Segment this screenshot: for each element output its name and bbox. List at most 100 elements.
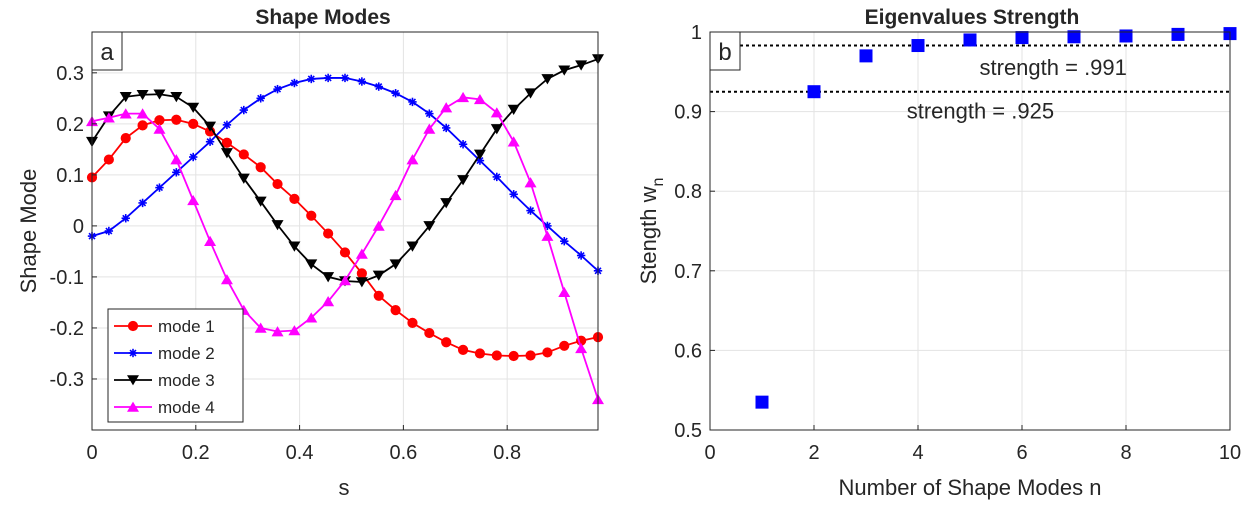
y-tick-label: 0.2 — [56, 114, 84, 136]
x-tick-label: 10 — [1219, 442, 1241, 464]
data-point — [138, 199, 146, 207]
data-point — [187, 195, 199, 205]
data-point — [206, 138, 214, 146]
panel-a-title: Shape Modes — [255, 6, 390, 29]
data-point — [170, 154, 182, 164]
x-tick-label: 0.4 — [286, 442, 314, 464]
data-point — [474, 150, 486, 160]
legend-marker — [128, 321, 137, 330]
data-point — [290, 79, 298, 87]
y-tick-label: 0 — [73, 216, 84, 238]
x-tick-label: 0.6 — [389, 442, 417, 464]
x-tick-label: 6 — [1016, 442, 1027, 464]
data-point — [408, 98, 416, 106]
series-mode-2 — [88, 74, 602, 275]
data-point — [221, 274, 233, 284]
data-point — [440, 198, 452, 208]
y-tick-label: 0.3 — [56, 63, 84, 85]
reference-line-label: strength = .991 — [980, 55, 1127, 80]
panel-a-x-axis-label: s — [339, 475, 350, 500]
data-point — [290, 194, 299, 203]
x-tick-label: 0.8 — [493, 442, 521, 464]
data-point — [1172, 28, 1185, 41]
data-point — [558, 287, 570, 297]
data-point — [138, 121, 147, 130]
panel-b-tag: b — [718, 39, 731, 66]
data-point — [155, 183, 163, 191]
data-point — [541, 231, 553, 241]
data-point — [189, 119, 198, 128]
data-point — [255, 197, 267, 207]
data-point — [526, 206, 534, 214]
data-point — [577, 251, 585, 259]
data-point — [121, 134, 130, 143]
data-point — [442, 338, 451, 347]
data-point — [459, 140, 467, 148]
data-point — [457, 175, 469, 185]
data-point — [256, 163, 265, 172]
data-point — [239, 150, 248, 159]
x-tick-label: 8 — [1120, 442, 1131, 464]
data-point — [575, 60, 587, 70]
y-tick-label: 0.8 — [674, 181, 702, 203]
data-point — [509, 190, 517, 198]
panel-a-legend: mode 1 mode 2 mode 3 mode 4 — [108, 309, 243, 422]
data-point — [155, 116, 164, 125]
legend-label: mode 4 — [158, 398, 215, 417]
y-tick-label: -0.1 — [50, 267, 84, 289]
data-point — [860, 49, 873, 62]
panel-a-chart: Shape Modes 0 0.2 0.4 0.6 0.8 -0.3 -0.2 -0.1 0 0.… — [16, 6, 604, 500]
data-point — [373, 271, 385, 281]
data-point — [105, 227, 113, 235]
data-point — [358, 77, 366, 85]
y-tick-label: 0.9 — [674, 102, 702, 124]
data-point — [406, 154, 418, 164]
data-point — [558, 65, 570, 75]
data-point — [307, 75, 315, 83]
data-point — [390, 190, 402, 200]
y-tick-label: -0.3 — [50, 369, 84, 391]
data-point — [340, 248, 349, 257]
data-point — [170, 92, 182, 102]
data-point — [324, 229, 333, 238]
data-point — [222, 138, 231, 147]
data-point — [356, 249, 368, 259]
data-point — [104, 155, 113, 164]
data-point — [425, 328, 434, 337]
data-point — [1120, 29, 1133, 42]
x-tick-label: 4 — [912, 442, 923, 464]
data-point — [240, 106, 248, 114]
data-point — [238, 174, 250, 184]
data-point — [440, 102, 452, 112]
x-tick-label: 0.2 — [182, 442, 210, 464]
data-point — [122, 214, 130, 222]
data-point — [189, 153, 197, 161]
y-tick-label: 0.7 — [674, 261, 702, 283]
data-point — [307, 211, 316, 220]
x-tick-label: 0 — [704, 442, 715, 464]
data-point — [1016, 31, 1029, 44]
data-point — [526, 351, 535, 360]
data-point — [543, 348, 552, 357]
data-point — [324, 74, 332, 82]
data-point — [508, 136, 520, 146]
panel-b-y-axis-label-main: Stength w — [636, 186, 661, 284]
data-point — [341, 74, 349, 82]
data-point — [964, 33, 977, 46]
data-point — [475, 349, 484, 358]
panel-b-y-axis-label-subscript: n — [650, 178, 667, 187]
data-point — [391, 305, 400, 314]
panel-b-y-axis-label: Stength wn — [636, 178, 667, 285]
series-line — [92, 78, 598, 271]
y-tick-label: -0.2 — [50, 318, 84, 340]
data-point — [204, 236, 216, 246]
x-tick-label: 0 — [86, 442, 97, 464]
data-point — [491, 124, 503, 134]
y-tick-label: 0.1 — [56, 165, 84, 187]
data-point — [509, 351, 518, 360]
data-point — [375, 82, 383, 90]
panel-a-tag: a — [100, 39, 114, 66]
data-point — [525, 177, 537, 187]
data-point — [273, 85, 281, 93]
